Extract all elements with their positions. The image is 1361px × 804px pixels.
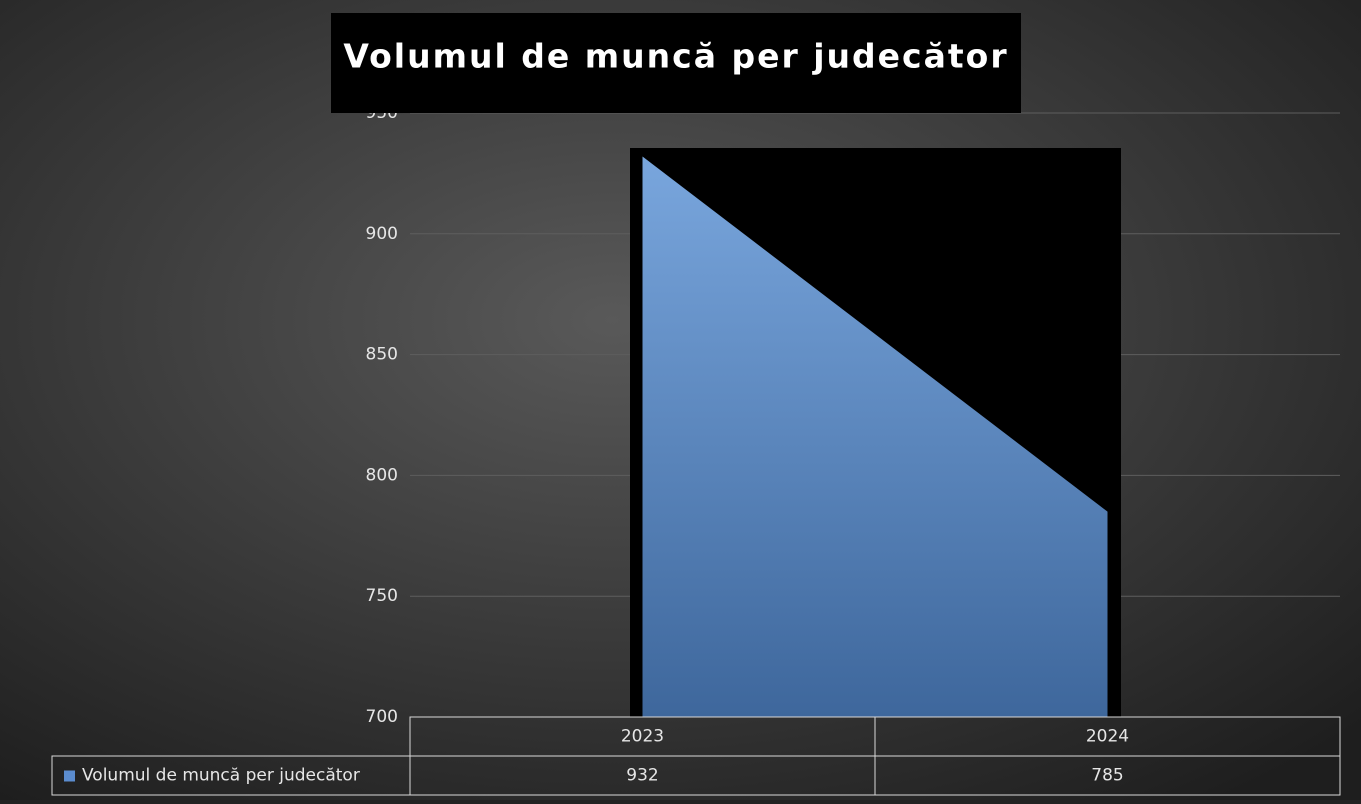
table-value: 785 <box>1091 766 1123 786</box>
legend-label: Volumul de muncă per judecător <box>82 766 360 786</box>
table-value: 932 <box>626 766 658 786</box>
legend-key <box>64 770 75 782</box>
y-tick-label: 750 <box>366 586 398 606</box>
y-tick-label: 900 <box>366 224 398 244</box>
y-tick-label: 700 <box>366 707 398 727</box>
y-tick-label: 850 <box>366 345 398 365</box>
title-box <box>331 13 1021 113</box>
x-tick-label: 2023 <box>621 727 664 747</box>
table-cell <box>874 755 1341 796</box>
chart-title: Volumul de muncă per judecător <box>343 37 1008 76</box>
y-tick-label: 800 <box>366 465 398 485</box>
x-tick-label: 2024 <box>1086 727 1129 747</box>
area <box>642 156 1108 717</box>
